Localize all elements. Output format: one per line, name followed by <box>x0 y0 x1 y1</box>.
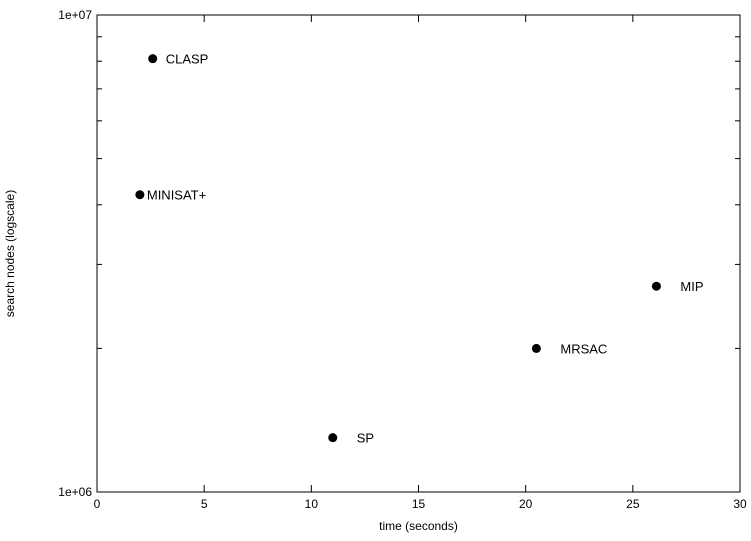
data-point <box>651 281 661 291</box>
x-tick-label: 15 <box>412 497 426 511</box>
data-point <box>531 343 541 353</box>
data-point-label: SP <box>357 431 374 446</box>
y-axis-label: search nodes (logscale) <box>3 190 17 317</box>
data-points: CLASP MINISAT+ MIP MRSAC SP <box>135 52 704 446</box>
data-point <box>328 433 338 443</box>
x-tick-label: 20 <box>519 497 533 511</box>
x-tick-label: 30 <box>733 497 747 511</box>
data-point-label: CLASP <box>166 52 209 67</box>
data-point <box>135 190 145 200</box>
tick-marks <box>96 14 741 493</box>
tick-labels: 0 5 10 15 20 25 30 1e+06 1e+07 <box>58 8 747 511</box>
plot-frame <box>96 14 741 493</box>
data-point <box>148 54 158 64</box>
y-tick-label: 1e+06 <box>58 485 92 499</box>
x-tick-label: 25 <box>626 497 640 511</box>
x-axis-label: time (seconds) <box>379 519 458 533</box>
data-point-label: MRSAC <box>560 341 607 356</box>
x-tick-label: 10 <box>305 497 319 511</box>
y-tick-label: 1e+07 <box>58 8 92 22</box>
x-tick-label: 0 <box>94 497 101 511</box>
data-point-label: MIP <box>680 279 703 294</box>
data-point-label: MINISAT+ <box>147 188 206 203</box>
x-tick-label: 5 <box>201 497 208 511</box>
